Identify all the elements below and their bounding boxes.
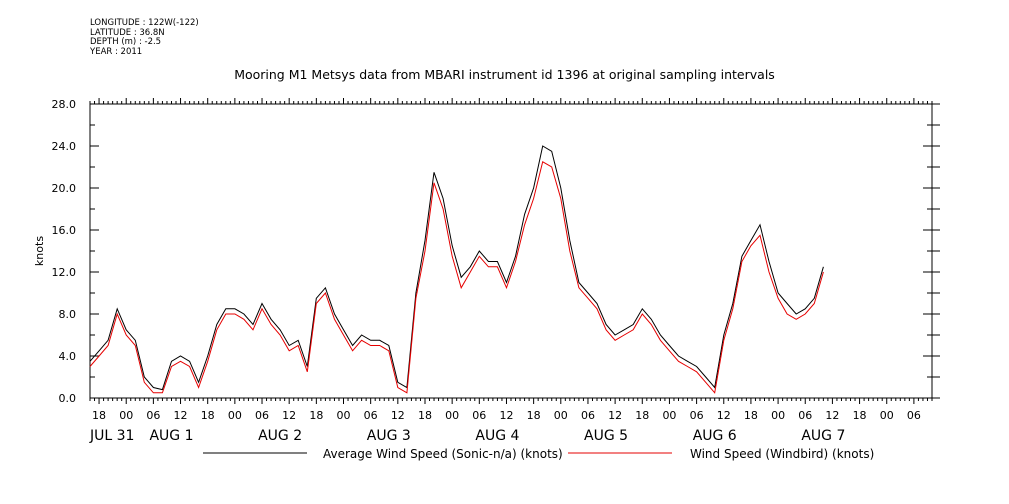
plot-frame	[89, 103, 933, 399]
x-tick-label: 00	[880, 409, 894, 422]
x-tick-label: 18	[853, 409, 867, 422]
series-line-average-wind-speed	[89, 145, 824, 391]
x-tick-label: 12	[825, 409, 839, 422]
x-tick-label: 00	[228, 409, 242, 422]
metadata-block: LONGITUDE : 122W(-122) LATITUDE : 36.8N …	[90, 18, 199, 57]
x-tick-label: 12	[608, 409, 622, 422]
x-tick-label: 00	[445, 409, 459, 422]
y-axis-label: knots	[33, 236, 46, 266]
year-text: YEAR : 2011	[90, 46, 143, 57]
x-tick-label: 06	[690, 409, 704, 422]
y-tick-label: 28.0	[52, 98, 77, 111]
x-axis: 18 00 06 12 18 00 06 12 18 00 06 12 18 00 06 12 18 00 06 12…	[89, 98, 933, 444]
x-tick-label: 00	[771, 409, 785, 422]
day-label: AUG 1	[149, 428, 193, 444]
day-label: AUG 2	[258, 428, 302, 444]
y-tick-label: 16.0	[52, 224, 77, 237]
x-tick-label: 12	[717, 409, 731, 422]
day-label: AUG 6	[693, 428, 737, 444]
legend-label-average: Average Wind Speed (Sonic-n/a) (knots)	[323, 447, 563, 461]
x-tick-label: 18	[744, 409, 758, 422]
day-label: JUL 31	[89, 428, 134, 444]
x-tick-label: 12	[499, 409, 513, 422]
legend-label-windbird: Wind Speed (Windbird) (knots)	[690, 447, 874, 461]
y-tick-label: 12.0	[52, 266, 77, 279]
latitude-text: LATITUDE : 36.8N	[90, 27, 165, 38]
x-tick-label: 06	[146, 409, 160, 422]
y-tick-label: 0.0	[59, 392, 77, 405]
x-tick-label: 18	[92, 409, 106, 422]
y-axis: 0.0 4.0 8.0 12.0 16.0 20.0 24.0 28.0	[52, 98, 940, 405]
x-tick-label: 12	[391, 409, 405, 422]
x-tick-label: 00	[337, 409, 351, 422]
depth-text: DEPTH (m) : -2.5	[90, 37, 162, 47]
y-tick-label: 8.0	[59, 308, 77, 321]
y-tick-label: 20.0	[52, 182, 77, 195]
day-label: AUG 5	[584, 428, 628, 444]
x-tick-label: 18	[309, 409, 323, 422]
series-line-windbird-wind-speed	[89, 161, 824, 394]
x-tick-label: 06	[798, 409, 812, 422]
x-tick-label: 06	[364, 409, 378, 422]
x-tick-label: 06	[581, 409, 595, 422]
day-label: AUG 7	[801, 428, 845, 444]
x-tick-label: 06	[907, 409, 921, 422]
x-tick-label: 18	[635, 409, 649, 422]
x-tick-label: 18	[201, 409, 215, 422]
x-tick-label: 18	[527, 409, 541, 422]
x-tick-label: 12	[282, 409, 296, 422]
x-tick-label: 06	[255, 409, 269, 422]
series-layer	[89, 145, 824, 394]
day-label: AUG 3	[367, 428, 411, 444]
x-tick-label: 00	[554, 409, 568, 422]
chart-title: Mooring M1 Metsys data from MBARI instru…	[234, 67, 775, 82]
y-tick-label: 4.0	[59, 350, 77, 363]
day-label: AUG 4	[475, 428, 519, 444]
x-tick-label: 00	[662, 409, 676, 422]
legend: Average Wind Speed (Sonic-n/a) (knots) W…	[203, 447, 874, 461]
y-tick-label: 24.0	[52, 140, 77, 153]
longitude-text: LONGITUDE : 122W(-122)	[90, 18, 199, 28]
x-tick-label: 06	[472, 409, 486, 422]
x-tick-label: 18	[418, 409, 432, 422]
x-tick-label: 12	[174, 409, 188, 422]
x-tick-label: 00	[119, 409, 133, 422]
